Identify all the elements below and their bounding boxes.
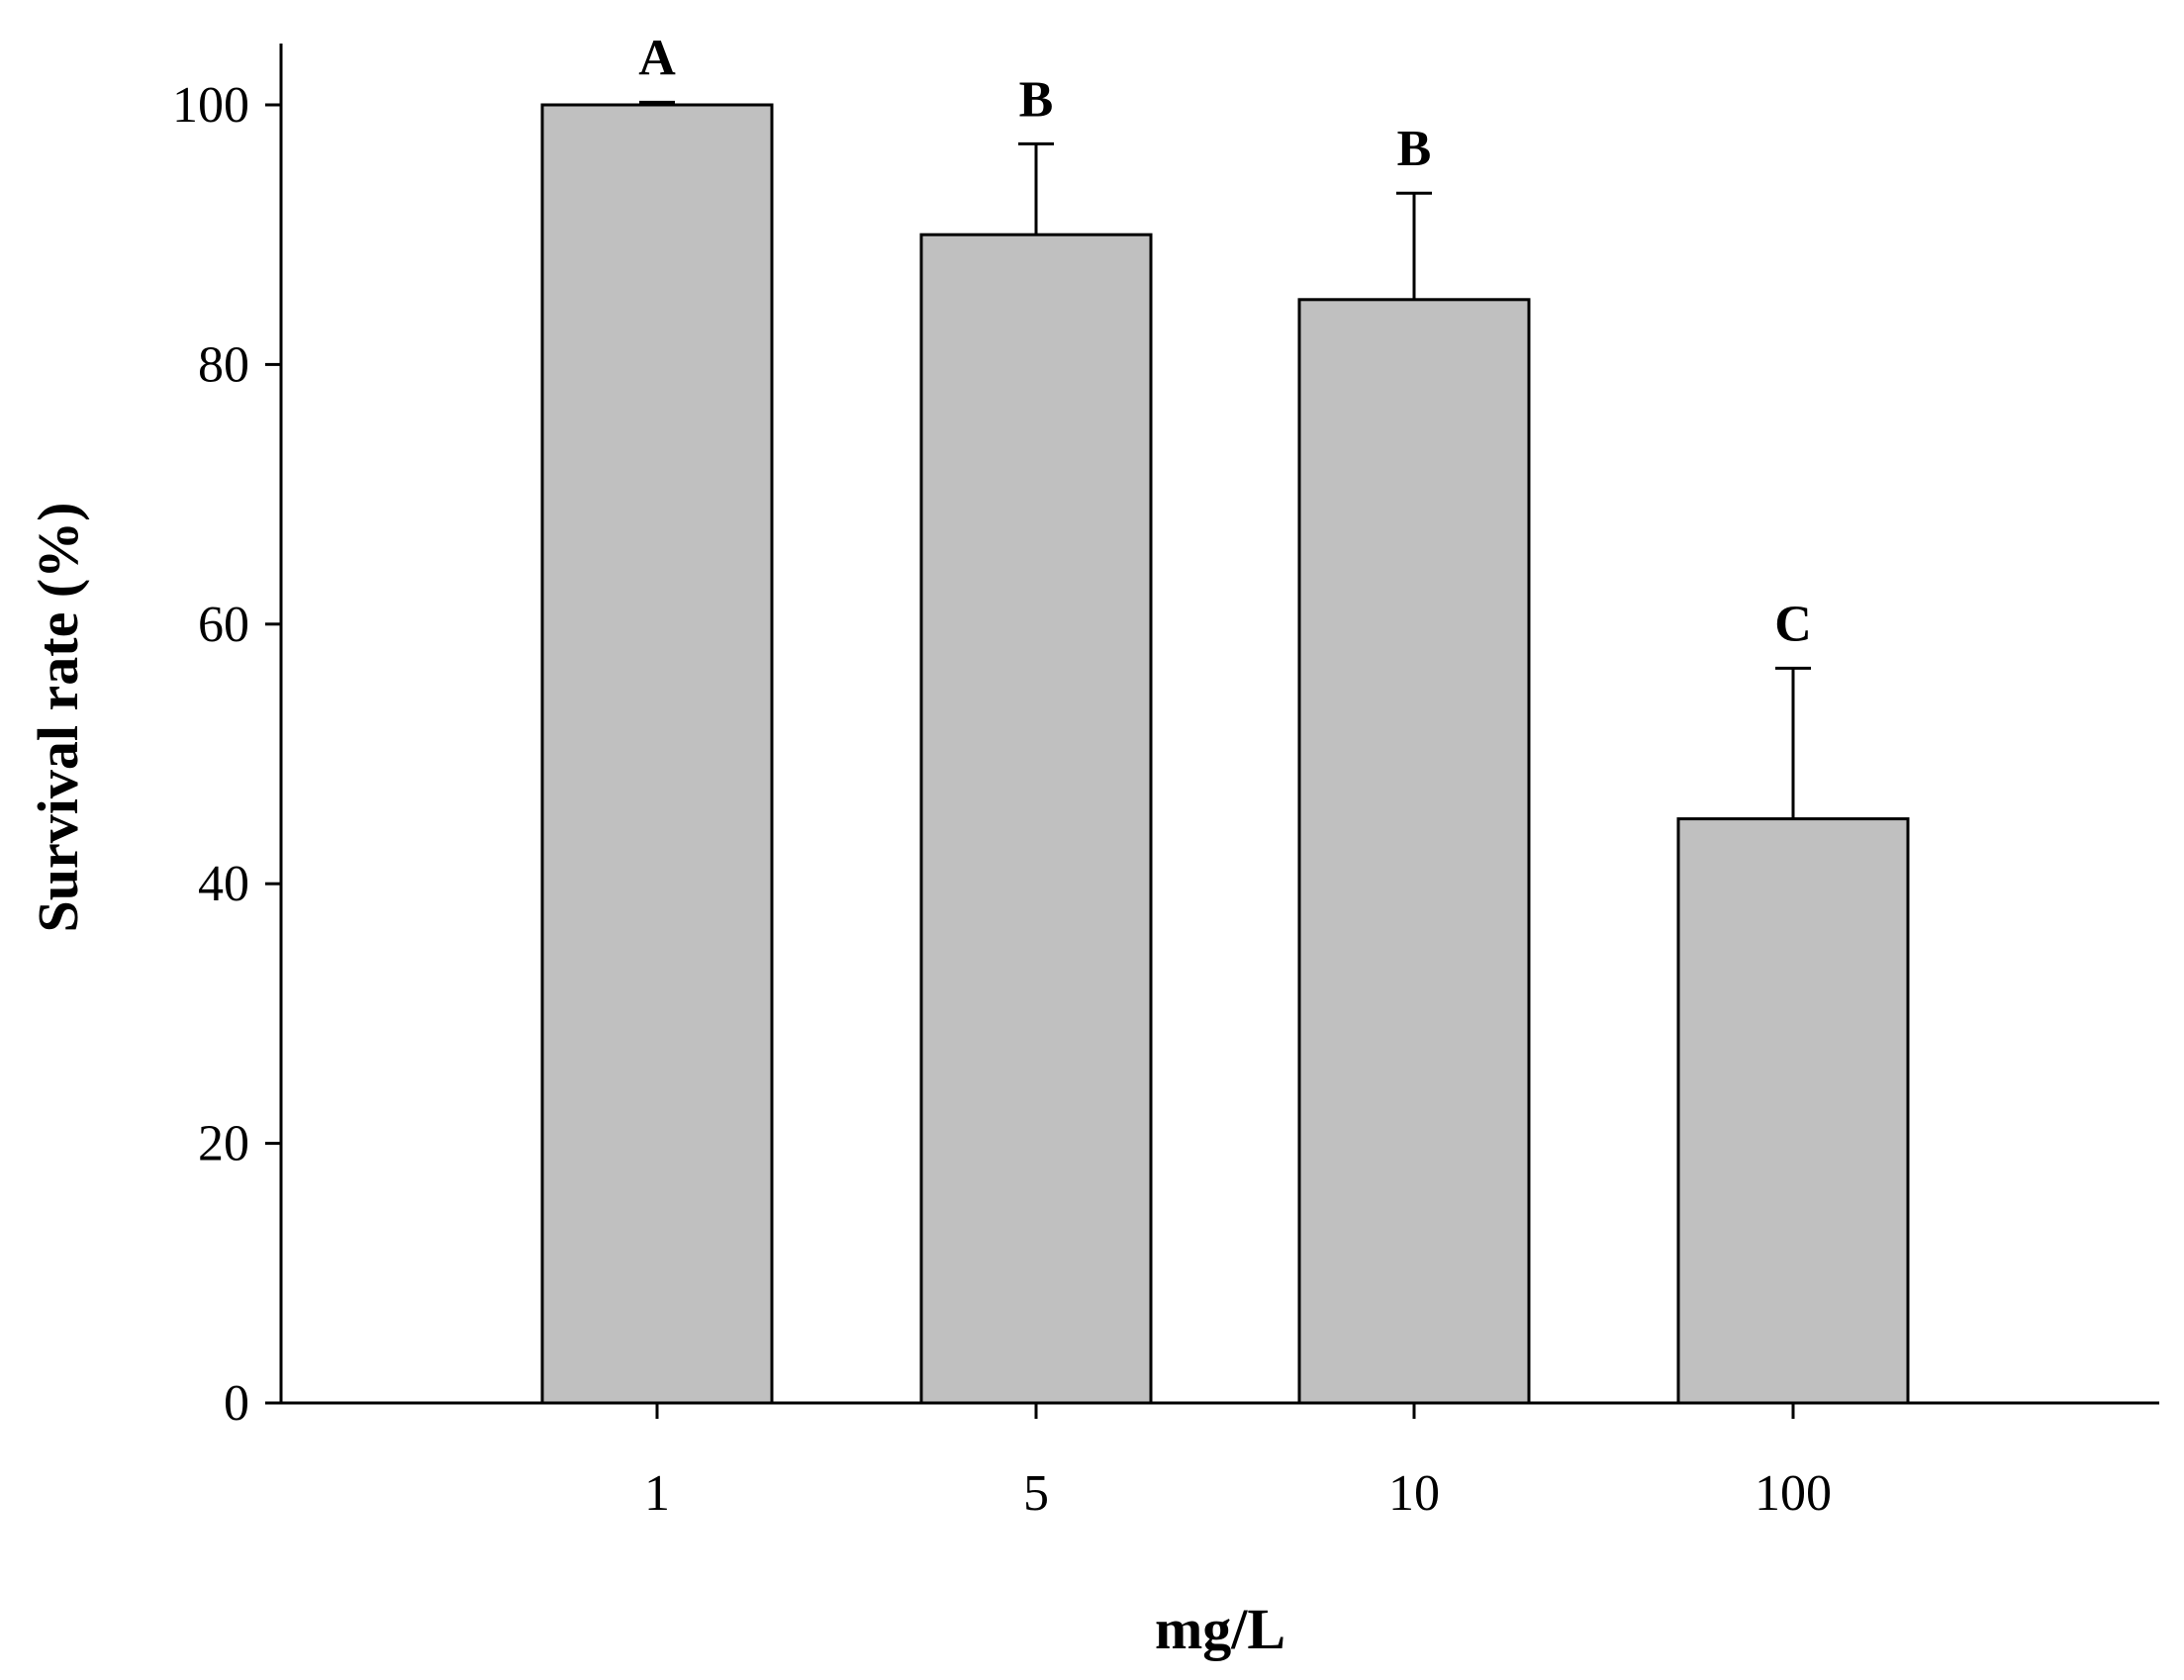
y-tick-label: 20 (198, 1116, 249, 1172)
bars-layer (540, 103, 1910, 1405)
x-tick-label: 100 (1755, 1465, 1832, 1522)
error-bars-layer (639, 100, 1811, 819)
significance-labels-layer: A B B C (638, 30, 1812, 652)
bar-100 (1676, 817, 1910, 1405)
x-tick-label: 5 (1023, 1465, 1049, 1522)
y-ticks-layer: 0 20 40 60 80 100 (172, 77, 281, 1432)
y-tick-label: 60 (198, 597, 249, 653)
x-tick-label: 1 (644, 1465, 670, 1522)
bar-10 (1297, 298, 1531, 1405)
y-tick-label: 40 (198, 856, 249, 912)
bar-5 (919, 233, 1153, 1405)
y-axis-title: Survival rate (%) (26, 503, 90, 933)
error-bar-1 (639, 100, 675, 105)
significance-label-100: C (1774, 596, 1812, 652)
error-bar-100 (1775, 666, 1811, 819)
x-tick-label: 10 (1388, 1465, 1440, 1522)
error-bar-10 (1396, 191, 1432, 300)
significance-label-5: B (1019, 71, 1054, 128)
y-tick-label: 100 (172, 77, 249, 134)
bar-1 (540, 103, 774, 1405)
x-axis-title: mg/L (1155, 1597, 1285, 1661)
significance-label-1: A (638, 30, 676, 86)
x-ticks-layer: 1 5 10 100 (644, 1403, 1832, 1522)
y-tick-label: 0 (224, 1375, 249, 1432)
y-tick-label: 80 (198, 336, 249, 393)
significance-label-10: B (1397, 121, 1432, 177)
error-bar-5 (1018, 141, 1054, 235)
